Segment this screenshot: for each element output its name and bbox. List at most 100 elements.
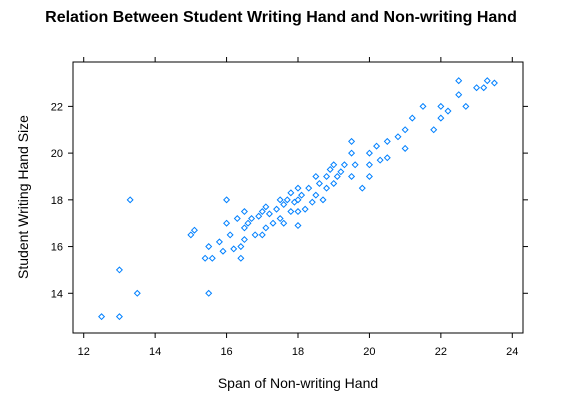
data-point xyxy=(248,215,256,223)
x-tick-label: 18 xyxy=(292,346,304,358)
data-point xyxy=(280,201,288,209)
chart-title: Relation Between Student Writing Hand an… xyxy=(45,9,517,26)
data-point xyxy=(237,243,245,251)
data-point xyxy=(340,161,348,169)
data-point xyxy=(251,231,259,239)
data-point xyxy=(323,172,331,180)
data-point xyxy=(133,289,141,297)
data-point xyxy=(483,77,491,85)
data-point xyxy=(490,79,498,87)
data-point xyxy=(258,231,266,239)
y-axis-label: Student Writing Hand Size xyxy=(15,115,31,279)
y-tick-label: 18 xyxy=(51,195,63,207)
x-tick-label: 16 xyxy=(220,346,232,358)
data-point xyxy=(455,91,463,99)
data-point xyxy=(187,231,195,239)
data-point xyxy=(255,212,263,220)
data-point xyxy=(294,222,302,230)
data-point xyxy=(215,238,223,246)
data-point xyxy=(294,184,302,192)
data-point xyxy=(473,84,481,92)
data-point xyxy=(223,196,231,204)
data-point xyxy=(201,254,209,262)
data-point xyxy=(205,243,213,251)
x-tick-label: 14 xyxy=(149,346,161,358)
data-point xyxy=(373,142,381,150)
data-point xyxy=(126,196,134,204)
data-point xyxy=(269,219,277,227)
data-points xyxy=(98,77,498,321)
data-point xyxy=(98,313,106,321)
data-point xyxy=(276,215,284,223)
data-point xyxy=(351,161,359,169)
data-point xyxy=(383,137,391,145)
data-point xyxy=(312,191,320,199)
data-point xyxy=(223,219,231,227)
data-point xyxy=(287,208,295,216)
data-point xyxy=(262,203,270,211)
data-point xyxy=(240,236,248,244)
data-point xyxy=(233,215,241,223)
data-point xyxy=(305,184,313,192)
data-point xyxy=(280,219,288,227)
data-point xyxy=(265,210,273,218)
x-tick-label: 24 xyxy=(506,346,518,358)
data-point xyxy=(330,161,338,169)
x-axis: 12 14 16 18 20 22 24 xyxy=(78,57,518,358)
data-point xyxy=(462,102,470,110)
data-point xyxy=(294,208,302,216)
data-point xyxy=(283,196,291,204)
data-point xyxy=(226,231,234,239)
data-point xyxy=(205,289,213,297)
data-point xyxy=(333,172,341,180)
data-point xyxy=(240,224,248,232)
data-point xyxy=(115,313,123,321)
data-point xyxy=(437,114,445,122)
data-point xyxy=(408,114,416,122)
x-tick-label: 12 xyxy=(78,346,90,358)
data-point xyxy=(240,208,248,216)
data-point xyxy=(365,149,373,157)
x-tick-label: 22 xyxy=(435,346,447,358)
data-point xyxy=(383,154,391,162)
data-point xyxy=(276,196,284,204)
data-point xyxy=(444,107,452,115)
data-point xyxy=(237,254,245,262)
y-tick-label: 22 xyxy=(51,101,63,113)
data-point xyxy=(365,161,373,169)
data-point xyxy=(262,224,270,232)
data-point xyxy=(419,102,427,110)
data-point xyxy=(315,179,323,187)
data-point xyxy=(258,208,266,216)
y-axis: 14 16 18 20 22 xyxy=(51,101,528,300)
data-point xyxy=(394,133,402,141)
data-point xyxy=(244,219,252,227)
data-point xyxy=(348,137,356,145)
data-point xyxy=(437,102,445,110)
data-point xyxy=(230,245,238,253)
data-point xyxy=(273,205,281,213)
data-point xyxy=(298,191,306,199)
data-point xyxy=(208,254,216,262)
data-point xyxy=(301,205,309,213)
data-point xyxy=(430,126,438,134)
data-point xyxy=(330,179,338,187)
x-tick-label: 20 xyxy=(363,346,375,358)
data-point xyxy=(326,165,334,173)
data-point xyxy=(323,184,331,192)
data-point xyxy=(358,184,366,192)
data-point xyxy=(312,172,320,180)
y-tick-label: 14 xyxy=(51,288,63,300)
data-point xyxy=(365,172,373,180)
data-point xyxy=(401,144,409,152)
data-point xyxy=(294,196,302,204)
data-point xyxy=(319,196,327,204)
data-point xyxy=(376,156,384,164)
data-point xyxy=(480,84,488,92)
data-point xyxy=(308,198,316,206)
y-tick-label: 20 xyxy=(51,148,63,160)
data-point xyxy=(348,172,356,180)
data-point xyxy=(287,189,295,197)
x-axis-label: Span of Non-writing Hand xyxy=(218,375,378,391)
